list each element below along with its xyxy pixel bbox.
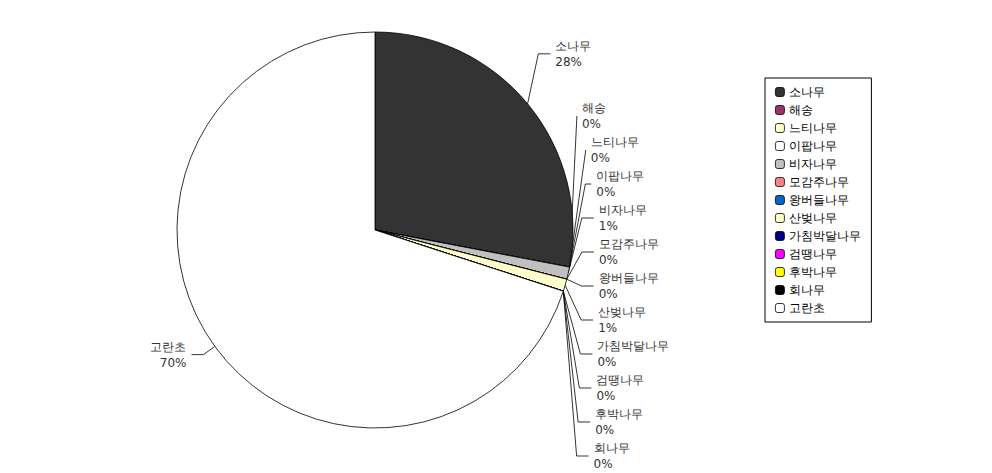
svg-text:0%: 0%	[599, 253, 618, 267]
svg-text:느티나무: 느티나무	[591, 135, 639, 149]
svg-text:비자나무: 비자나무	[599, 203, 647, 217]
svg-text:0%: 0%	[582, 117, 601, 131]
svg-text:이팝나무: 이팝나무	[789, 139, 837, 153]
svg-text:0%: 0%	[596, 389, 615, 403]
svg-text:70%: 70%	[160, 356, 187, 370]
svg-text:왕버들나무: 왕버들나무	[599, 271, 659, 285]
svg-text:0%: 0%	[591, 151, 610, 165]
svg-text:0%: 0%	[599, 287, 618, 301]
svg-text:0%: 0%	[596, 185, 615, 199]
svg-text:1%: 1%	[598, 321, 617, 335]
svg-text:0%: 0%	[595, 423, 614, 437]
svg-text:고란초: 고란초	[789, 301, 825, 315]
svg-text:검땡나무: 검땡나무	[789, 247, 837, 261]
svg-text:왕버들나무: 왕버들나무	[789, 193, 849, 207]
svg-text:소나무: 소나무	[789, 85, 825, 99]
svg-text:후박나무: 후박나무	[789, 265, 837, 279]
svg-text:0%: 0%	[594, 457, 613, 471]
svg-text:해송: 해송	[582, 101, 606, 115]
svg-text:고란초: 고란초	[150, 340, 186, 354]
svg-text:산벚나무: 산벚나무	[789, 211, 837, 225]
svg-text:후박나무: 후박나무	[595, 407, 643, 421]
svg-text:이팝나무: 이팝나무	[596, 169, 644, 183]
svg-text:검땡나무: 검땡나무	[596, 373, 644, 387]
svg-text:회나무: 회나무	[594, 441, 630, 455]
svg-text:산벚나무: 산벚나무	[598, 305, 646, 319]
svg-text:해송: 해송	[789, 103, 813, 117]
svg-text:28%: 28%	[555, 55, 582, 69]
svg-text:회나무: 회나무	[789, 283, 825, 297]
svg-text:모감주나무: 모감주나무	[789, 175, 849, 189]
svg-text:소나무: 소나무	[555, 39, 591, 53]
svg-text:1%: 1%	[599, 219, 618, 233]
svg-text:가침박달나무: 가침박달나무	[597, 339, 669, 353]
svg-text:비자나무: 비자나무	[789, 157, 837, 171]
svg-text:가침박달나무: 가침박달나무	[789, 229, 861, 243]
svg-text:느티나무: 느티나무	[789, 121, 837, 135]
svg-text:모감주나무: 모감주나무	[599, 237, 659, 251]
svg-text:0%: 0%	[597, 355, 616, 369]
